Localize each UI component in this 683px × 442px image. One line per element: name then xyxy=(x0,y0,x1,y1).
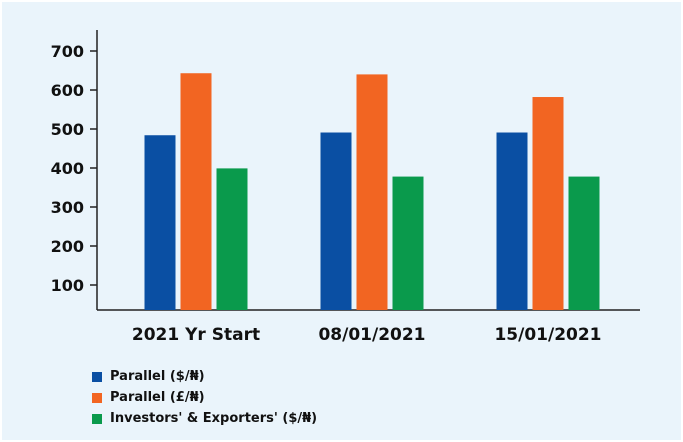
bar xyxy=(496,132,528,310)
bar xyxy=(144,135,176,310)
y-tick-label: 300 xyxy=(51,198,84,217)
bar xyxy=(392,176,424,310)
x-category-label: 08/01/2021 xyxy=(318,325,425,345)
legend-label: Parallel (£/₦) xyxy=(110,390,205,405)
bar xyxy=(356,74,388,311)
legend-swatch xyxy=(92,371,102,382)
bar xyxy=(216,168,248,310)
y-tick-label: 100 xyxy=(51,276,84,295)
bar xyxy=(180,73,212,310)
legend-swatch xyxy=(92,413,102,424)
y-tick-label: 200 xyxy=(51,237,84,256)
legend-item: Investors' & Exporters' ($/₦) xyxy=(92,408,317,429)
bar xyxy=(320,132,352,310)
legend-label: Parallel ($/₦) xyxy=(110,369,205,384)
bar xyxy=(532,97,564,311)
y-tick-label: 600 xyxy=(51,81,84,100)
y-tick-label: 400 xyxy=(51,159,84,178)
legend-item: Parallel ($/₦) xyxy=(92,366,317,387)
bar xyxy=(568,176,600,310)
legend-label: Investors' & Exporters' ($/₦) xyxy=(110,411,318,426)
legend-item: Parallel (£/₦) xyxy=(92,387,317,408)
legend-swatch xyxy=(92,392,102,403)
y-tick-label: 700 xyxy=(51,42,84,61)
x-category-label: 15/01/2021 xyxy=(494,325,601,345)
legend: Parallel ($/₦) Parallel (£/₦) Investors'… xyxy=(92,366,317,429)
y-tick-label: 500 xyxy=(51,120,84,139)
x-category-label: 2021 Yr Start xyxy=(132,325,260,345)
